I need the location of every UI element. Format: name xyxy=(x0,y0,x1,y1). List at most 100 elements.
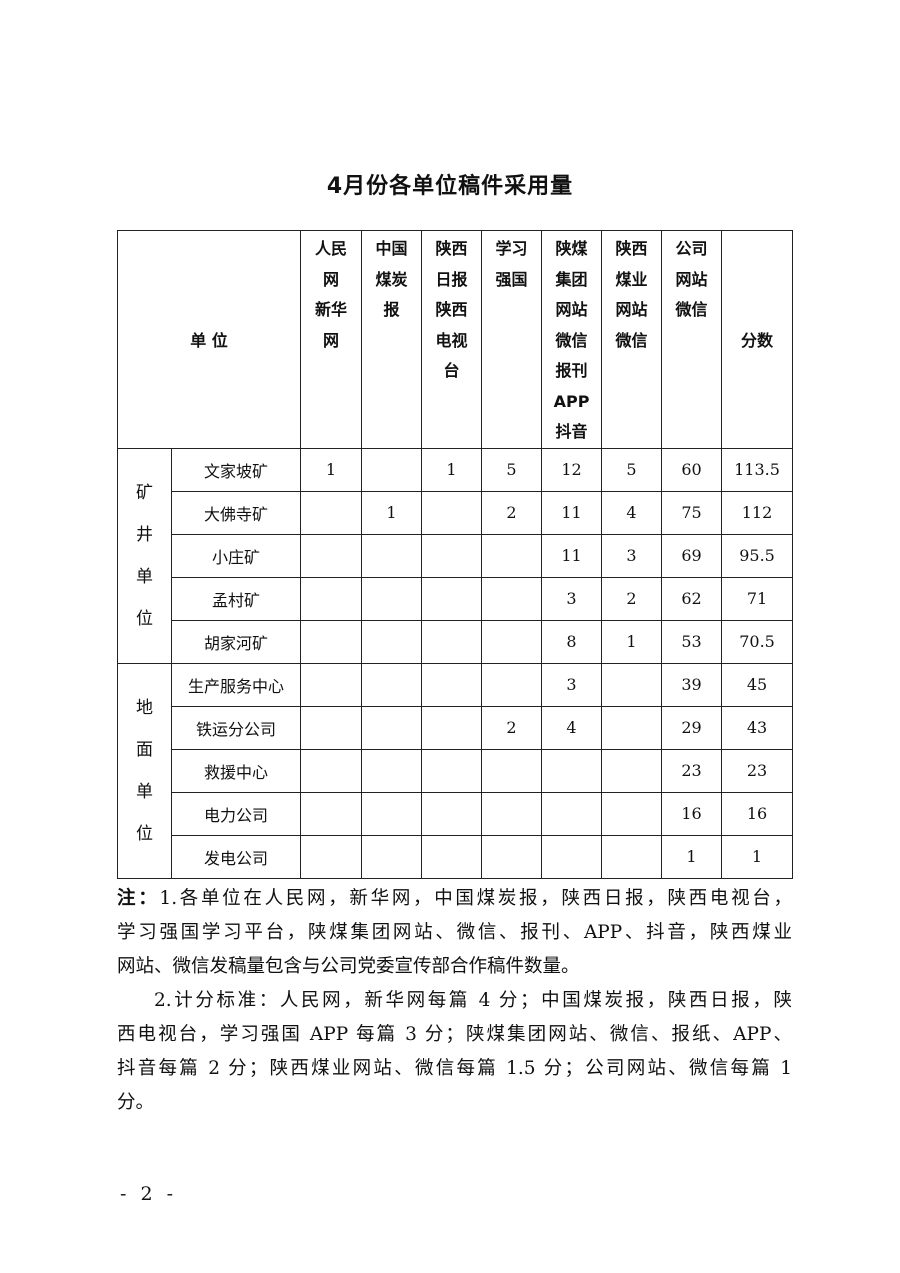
cell-value xyxy=(541,834,603,879)
unit-name: 大佛寺矿 xyxy=(170,490,302,535)
header-text: 强国 xyxy=(495,269,528,289)
cell-value xyxy=(481,619,543,664)
header-text: 中国 xyxy=(375,239,408,258)
cell-value xyxy=(300,834,363,879)
cell-value xyxy=(421,662,483,707)
cell-value: 75 xyxy=(661,490,723,535)
cell-value xyxy=(481,662,543,707)
cell-value xyxy=(361,791,423,836)
group-label-char: 面 xyxy=(136,739,153,760)
group-label-char: 井 xyxy=(136,524,153,545)
unit-header: 单 位 xyxy=(116,230,302,449)
cell-value: 2 xyxy=(481,705,543,750)
header-text: 网站 xyxy=(675,269,708,289)
table-row: 发电公司 1 1 xyxy=(118,834,794,879)
cell-value xyxy=(300,705,363,750)
cell-value xyxy=(421,576,483,621)
column-header: 陕西 日报 陕西 电视台 xyxy=(421,230,483,449)
cell-value xyxy=(481,834,543,879)
cell-value: 29 xyxy=(661,705,723,750)
cell-value xyxy=(421,490,483,535)
note-line: 抖音每篇 2 分；陕西煤业网站、微信每篇 1.5 分；公司网站、微信每篇 1 xyxy=(117,1058,792,1079)
cell-value xyxy=(601,748,663,793)
score-value: 16 xyxy=(721,791,794,836)
page-number: - 2 - xyxy=(120,1183,178,1205)
cell-value xyxy=(541,748,603,793)
header-text: 公司 xyxy=(675,239,708,258)
cell-value xyxy=(300,576,363,621)
cell-value: 5 xyxy=(481,447,543,492)
group-label-char: 矿 xyxy=(136,482,153,503)
cell-value xyxy=(361,619,423,664)
table-row: 孟村矿 3 2 62 71 xyxy=(118,576,794,621)
cell-value xyxy=(421,533,483,578)
cell-value xyxy=(601,791,663,836)
note-line: 分。 xyxy=(117,1092,155,1113)
cell-value xyxy=(421,705,483,750)
cell-value: 1 xyxy=(361,490,423,535)
cell-value: 1 xyxy=(300,447,363,492)
cell-value xyxy=(421,834,483,879)
cell-value xyxy=(361,705,423,750)
score-value: 113.5 xyxy=(721,447,794,492)
group-label-char: 位 xyxy=(136,823,153,844)
column-header: 学习 强国 xyxy=(481,230,543,449)
cell-value xyxy=(361,533,423,578)
cell-value: 4 xyxy=(541,705,603,750)
note-line: 西电视台，学习强国 APP 每篇 3 分；陕煤集团网站、微信、报纸、APP、 xyxy=(117,1024,792,1045)
header-text: 网站 xyxy=(615,300,648,319)
header-text: 日报 xyxy=(435,269,468,289)
cell-value xyxy=(421,619,483,664)
column-header: 陕煤 集团 网站 微信 报刊 APP 抖音 xyxy=(541,230,603,449)
table-row: 地面单位生产服务中心 3 39 45 xyxy=(117,662,794,879)
header-text: 煤炭 xyxy=(375,269,408,289)
cell-value xyxy=(601,705,663,750)
header-text: 报刊 xyxy=(555,361,588,380)
cell-value xyxy=(361,662,423,707)
notes: 注：1.各单位在人民网，新华网，中国煤炭报，陕西日报，陕西电视台， 学习强国学习… xyxy=(117,882,792,1120)
score-header: 分数 xyxy=(721,230,794,449)
score-value: 112 xyxy=(721,490,794,535)
header-text: 网 xyxy=(323,269,340,289)
column-header: 公司 网站 微信 xyxy=(661,230,723,449)
header-text: 微信 xyxy=(675,300,708,319)
cell-value xyxy=(481,576,543,621)
table-row: 救援中心 23 23 xyxy=(118,748,794,793)
table-row: 矿井单位文家坡矿 1 1 5 12 5 60 113.5 xyxy=(117,447,794,664)
cell-value xyxy=(481,791,543,836)
cell-value xyxy=(601,662,663,707)
unit-name: 救援中心 xyxy=(170,748,302,793)
note-line: 网站、微信发稿量包含与公司党委宣传部合作稿件数量。 xyxy=(117,956,580,977)
header-text: 学习 xyxy=(495,239,528,258)
cell-value xyxy=(541,791,603,836)
note-line: 2.计分标准：人民网，新华网每篇 4 分；中国煤炭报，陕西日报，陕 xyxy=(154,990,792,1011)
table-row: 胡家河矿 8 1 53 70.5 xyxy=(118,619,794,664)
cell-value: 62 xyxy=(661,576,723,621)
cell-value: 8 xyxy=(541,619,603,664)
score-value: 45 xyxy=(721,662,794,707)
column-header: 人民网新华网 xyxy=(300,230,363,449)
cell-value xyxy=(361,834,423,879)
cell-value: 11 xyxy=(541,533,603,578)
header-text: 陕西 xyxy=(435,239,468,258)
score-value: 43 xyxy=(721,705,794,750)
cell-value: 3 xyxy=(541,662,603,707)
cell-value xyxy=(421,791,483,836)
header-text: 集团 xyxy=(555,269,588,289)
header-text: 煤业 xyxy=(615,269,648,289)
header-text: 陕西 xyxy=(615,239,648,258)
note-line: 注：1.各单位在人民网，新华网，中国煤炭报，陕西日报，陕西电视台， xyxy=(117,888,792,909)
header-text: 报 xyxy=(383,300,400,319)
cell-value: 2 xyxy=(481,490,543,535)
unit-name: 生产服务中心 xyxy=(170,662,302,707)
cell-value: 16 xyxy=(661,791,723,836)
cell-value: 53 xyxy=(661,619,723,664)
header-text: 微信 xyxy=(615,330,648,350)
table-row: 铁运分公司 2 4 29 43 xyxy=(118,705,794,750)
cell-value: 23 xyxy=(661,748,723,793)
cell-value: 3 xyxy=(541,576,603,621)
cell-value xyxy=(361,576,423,621)
cell-value xyxy=(300,490,363,535)
table-row: 电力公司 16 16 xyxy=(118,791,794,836)
unit-name: 胡家河矿 xyxy=(170,619,302,664)
